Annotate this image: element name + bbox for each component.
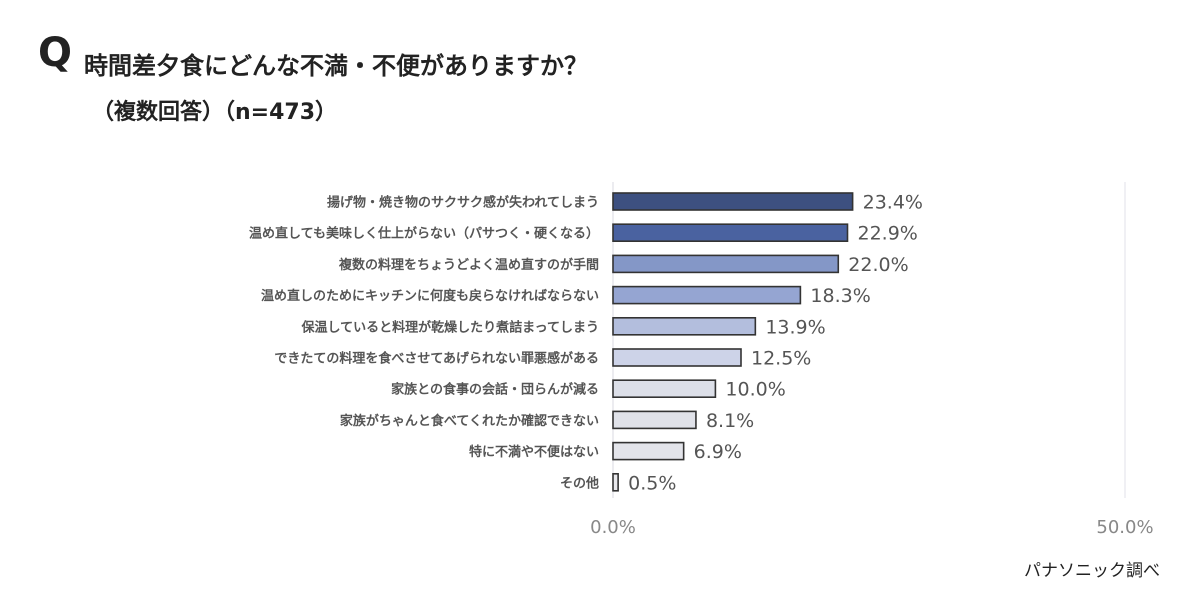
category-label: 温め直しても美味しく仕上がらない（パサつく・硬くなる）: [249, 226, 599, 242]
bar: [612, 379, 717, 399]
category-label: 保温していると料理が乾燥したり煮詰まってしまう: [301, 319, 599, 335]
value-label: 10.0%: [725, 379, 785, 401]
question-mark: Q: [38, 30, 73, 76]
category-label: 複数の料理をちょうどよく温め直すのが手間: [338, 257, 599, 273]
category-label: 温め直しのためにキッチンに何度も戻らなければならない: [261, 288, 599, 304]
category-label: 揚げ物・焼き物のサクサク感が失われてしまう: [327, 195, 599, 211]
bar: [612, 223, 849, 242]
chart-title: 時間差夕食にどんな不満・不便がありますか？: [84, 52, 588, 80]
value-label: 18.3%: [810, 285, 870, 307]
value-label: 12.5%: [751, 348, 811, 370]
chart-subtitle: （複数回答）（n=473）: [92, 100, 338, 125]
bar: [612, 348, 742, 367]
bar: [612, 441, 685, 461]
value-label: 8.1%: [706, 410, 754, 432]
source-credit: パナソニック調べ: [1024, 561, 1160, 581]
bar: [612, 192, 854, 211]
value-label: 22.0%: [848, 254, 908, 276]
bar: [612, 410, 697, 430]
category-label: 特に不満や不便はない: [469, 444, 599, 460]
value-label: 0.5%: [628, 472, 676, 494]
bar: [612, 316, 757, 336]
value-label: 6.9%: [694, 441, 742, 463]
bar: [612, 254, 840, 274]
category-label: できたての料理を食べさせてあげられない罪悪感がある: [274, 351, 599, 367]
category-label: 家族がちゃんと食べてくれたか確認できない: [340, 413, 599, 429]
value-label: 22.9%: [857, 223, 917, 245]
bar: [612, 285, 802, 305]
tick-label: 0.0%: [590, 517, 636, 538]
value-label: 23.4%: [863, 192, 923, 214]
bar: [612, 472, 619, 492]
tick-label: 50.0%: [1096, 517, 1153, 538]
category-label: その他: [560, 475, 599, 491]
category-label: 家族との食事の会話・団らんが減る: [391, 382, 599, 398]
value-label: 13.9%: [765, 316, 825, 338]
